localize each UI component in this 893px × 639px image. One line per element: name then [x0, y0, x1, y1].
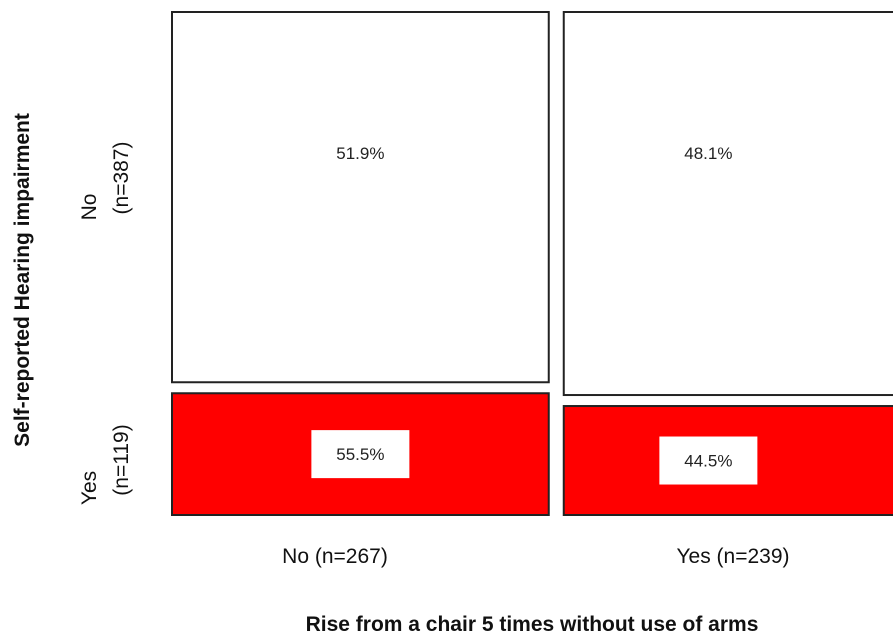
- y-tick-label-no-line1: No: [78, 194, 101, 221]
- cell-label-rise-no-hearing-yes: 55.5%: [336, 445, 384, 464]
- cell-label-rise-yes-hearing-no: 48.1%: [684, 144, 732, 163]
- cell-label-rise-no-hearing-no: 51.9%: [336, 144, 384, 163]
- cell-rise-no-hearing-no: [171, 11, 550, 384]
- y-axis-title: Self-reported Hearing impairment: [11, 113, 34, 447]
- cell-label-box-rise-yes-hearing-yes: [659, 436, 758, 485]
- y-tick-label-yes-line2: (n=119): [110, 424, 133, 495]
- cell-label-box-rise-no-hearing-yes: [311, 430, 410, 479]
- x-axis-title: Rise from a chair 5 times without use of…: [306, 613, 759, 636]
- cell-label-rise-yes-hearing-yes: 44.5%: [684, 452, 732, 471]
- cells-layer: [171, 11, 893, 517]
- y-tick-label-no-line2: (n=387): [110, 142, 133, 215]
- y-tick-label-yes-line1: Yes: [78, 471, 101, 505]
- x-tick-label-no: No (n=267): [282, 545, 388, 568]
- cell-labels-layer: 51.9% 55.5% 48.1% 44.5%: [311, 144, 758, 485]
- cell-rise-yes-hearing-no: [562, 11, 893, 397]
- x-tick-label-yes: Yes (n=239): [676, 545, 789, 568]
